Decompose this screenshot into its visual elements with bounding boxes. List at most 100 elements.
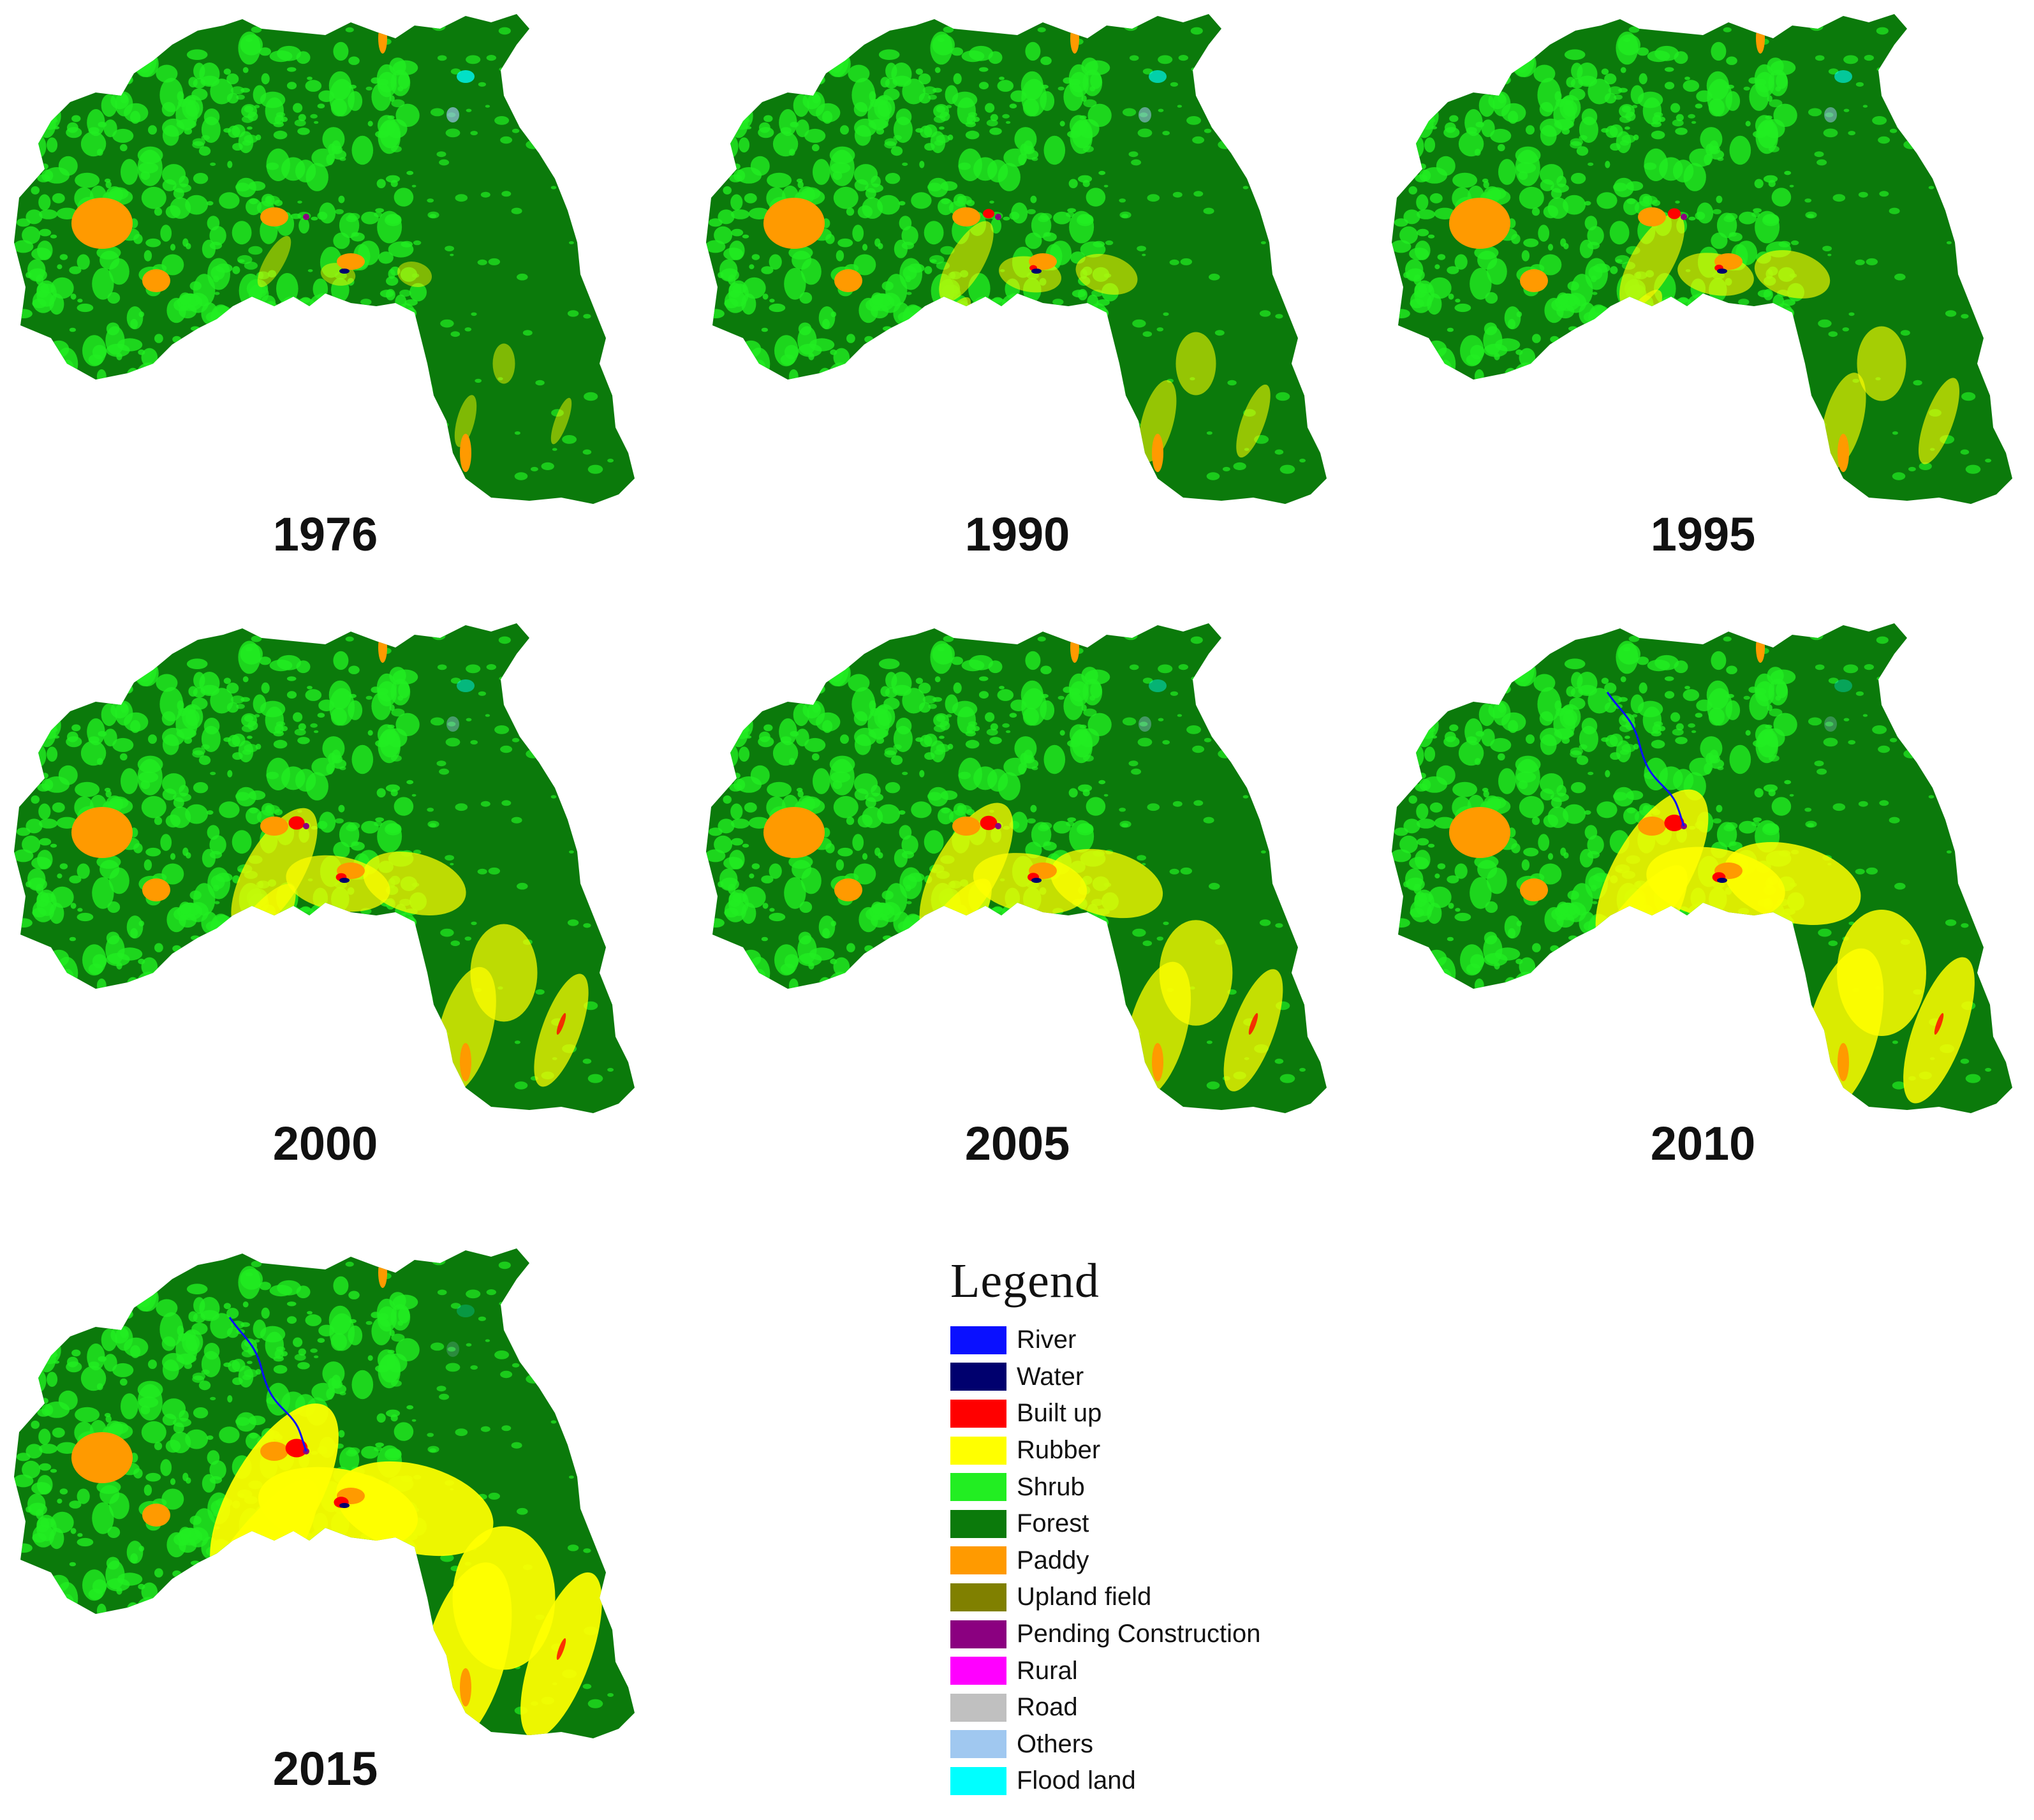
shrub-patch: [87, 109, 105, 137]
shrub-patch: [1945, 310, 1957, 317]
shrub-patch: [349, 1607, 359, 1615]
shrub-patch: [1487, 187, 1507, 200]
shrub-patch: [1669, 322, 1694, 336]
shrub-patch: [1500, 684, 1511, 694]
shrub-patch: [583, 695, 589, 699]
shrub-patch: [818, 977, 832, 994]
shrub-patch: [1267, 37, 1281, 46]
shrub-patch: [260, 1560, 273, 1567]
shrub-patch: [1289, 36, 1293, 39]
shrub-patch: [1058, 86, 1065, 91]
shrub-patch: [266, 1396, 279, 1405]
shrub-patch: [1940, 769, 1951, 775]
shrub-patch: [511, 207, 522, 214]
shrub-patch: [1707, 950, 1731, 972]
paddy-area: [378, 1257, 387, 1288]
shrub-patch: [501, 800, 512, 806]
shrub-patch: [138, 958, 145, 965]
shrub-patch: [1497, 144, 1505, 152]
shrub-patch: [582, 1683, 592, 1689]
shrub-patch: [1745, 730, 1751, 736]
shrub-patch: [517, 882, 528, 890]
shrub-patch: [1192, 136, 1205, 144]
shrub-patch: [305, 1314, 322, 1326]
shrub-patch: [541, 462, 554, 471]
shrub-patch: [398, 1306, 410, 1324]
shrub-patch: [1504, 977, 1517, 994]
shrub-patch: [1259, 919, 1271, 926]
shrub-patch: [915, 677, 924, 684]
shrub-patch: [160, 225, 172, 242]
shrub-patch: [296, 310, 307, 321]
shrub-patch: [377, 78, 389, 86]
shrub-patch: [39, 818, 58, 829]
shrub-patch: [732, 96, 744, 106]
shrub-patch: [136, 660, 152, 683]
paddy-area: [1520, 878, 1548, 901]
shrub-patch: [1077, 784, 1093, 792]
shrub-patch: [374, 212, 383, 218]
shrub-patch: [733, 163, 741, 170]
shrub-patch: [381, 1601, 387, 1611]
shrub-patch: [193, 883, 216, 916]
shrub-patch: [975, 376, 989, 385]
shrub-patch: [235, 973, 251, 982]
shrub-patch: [1498, 159, 1516, 185]
shrub-patch: [828, 972, 853, 998]
shrub-patch: [429, 1084, 443, 1093]
shrub-patch: [1790, 974, 1796, 978]
shrub-patch: [345, 27, 354, 33]
shrub-patch: [258, 977, 273, 987]
shrub-patch: [500, 745, 513, 753]
shrub-patch: [962, 361, 976, 371]
shrub-patch: [349, 693, 357, 699]
land-use-map-1976: [14, 14, 635, 504]
shrub-patch: [865, 188, 876, 199]
shrub-patch: [1755, 724, 1774, 745]
shrub-patch: [1034, 387, 1043, 392]
shrub-patch: [406, 170, 414, 175]
shrub-patch: [45, 722, 57, 733]
shrub-patch: [286, 82, 297, 90]
shrub-patch: [14, 78, 24, 91]
shrub-patch: [365, 369, 375, 383]
shrub-patch: [15, 1630, 26, 1639]
shrub-patch: [305, 80, 322, 92]
shrub-patch: [1410, 299, 1424, 309]
shrub-patch: [1003, 1064, 1010, 1069]
shrub-patch: [210, 1396, 216, 1401]
shrub-patch: [1660, 986, 1674, 995]
shrub-patch: [1429, 802, 1443, 813]
shrub-patch: [1587, 359, 1600, 374]
shrub-patch: [1571, 274, 1593, 307]
shrub-patch: [922, 1022, 931, 1028]
shrub-patch: [144, 1484, 152, 1496]
shrub-patch: [1588, 265, 1603, 280]
shrub-patch: [450, 940, 461, 947]
shrub-patch: [351, 1370, 374, 1400]
shrub-patch: [320, 325, 335, 345]
shrub-patch: [17, 1611, 26, 1618]
shrub-patch: [1392, 963, 1415, 986]
shrub-patch: [1984, 320, 1992, 326]
shrub-patch: [244, 135, 258, 144]
shrub-patch: [950, 976, 974, 993]
shrub-patch: [1605, 770, 1610, 778]
shrub-patch: [542, 107, 551, 112]
shrub-patch: [240, 1268, 263, 1290]
shrub-patch: [26, 153, 41, 165]
shrub-patch: [1519, 957, 1536, 976]
shrub-patch: [731, 102, 753, 130]
shrub-patch: [911, 996, 925, 1005]
shrub-patch: [940, 181, 958, 191]
shrub-patch: [351, 232, 359, 237]
shrub-patch: [101, 703, 117, 727]
shrub-patch: [351, 135, 374, 165]
shrub-patch: [730, 803, 743, 820]
shrub-patch: [1815, 1071, 1831, 1081]
shrub-patch: [744, 995, 765, 1023]
shrub-patch: [371, 1580, 383, 1588]
shrub-patch: [712, 64, 734, 82]
shrub-patch: [394, 1422, 414, 1441]
shrub-patch: [1470, 344, 1485, 360]
